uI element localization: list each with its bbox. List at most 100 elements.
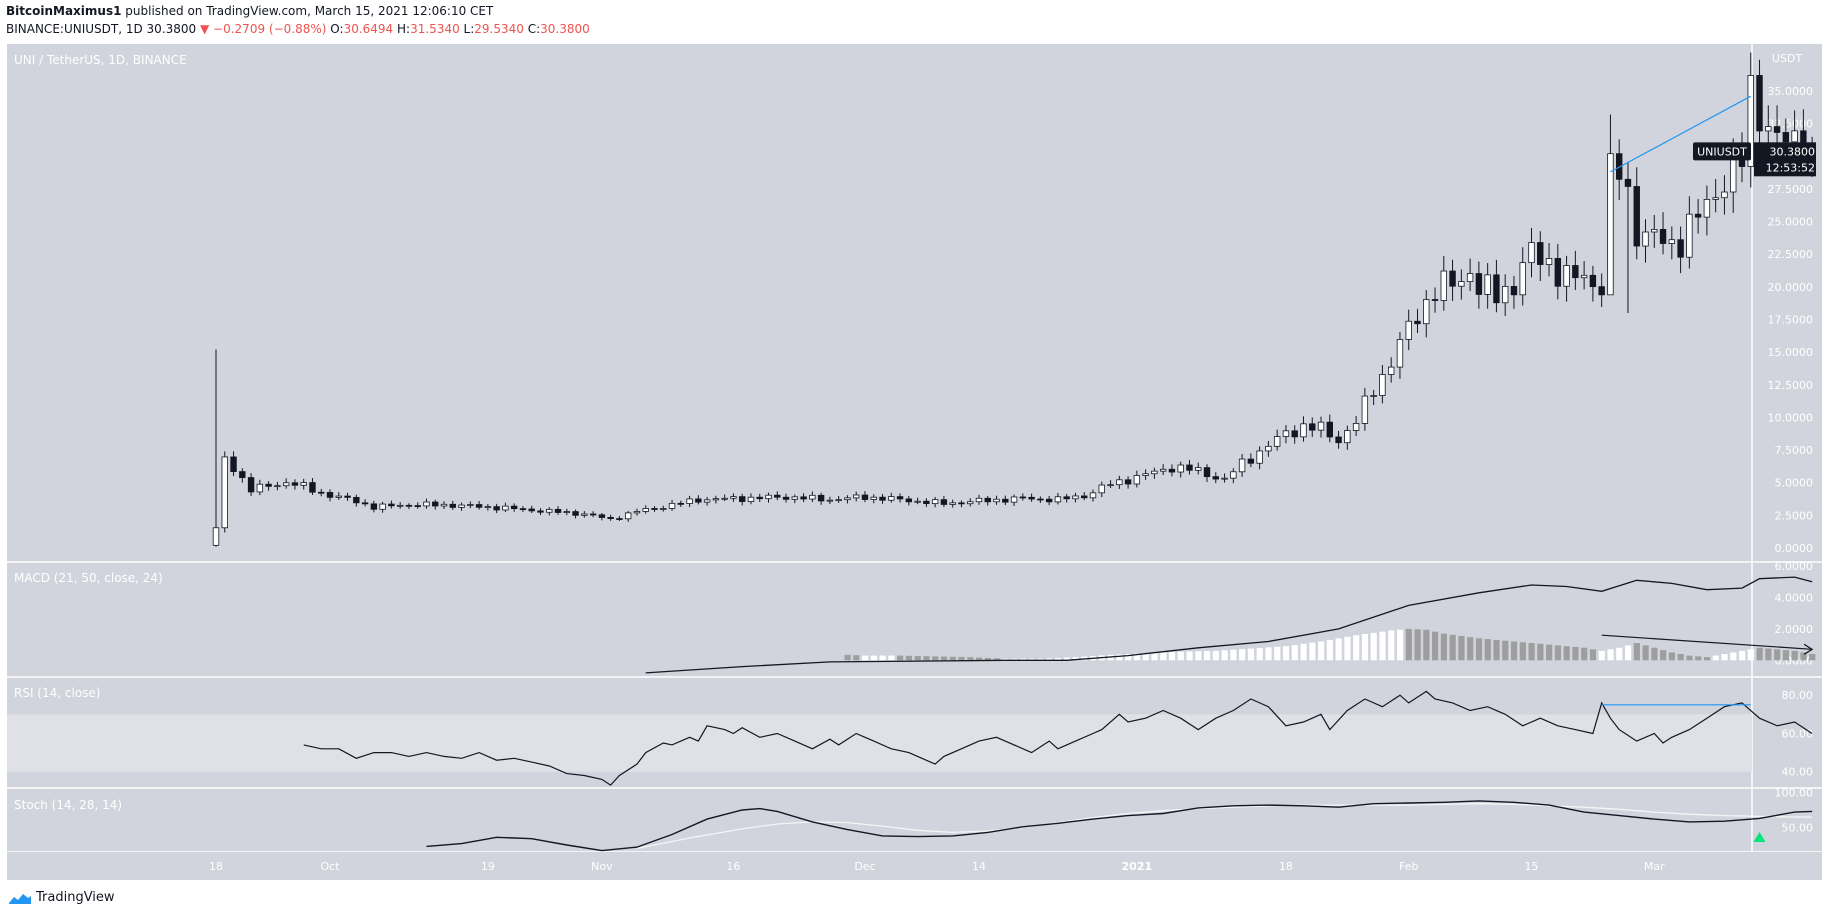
- candle-body: [396, 504, 404, 507]
- price-tick-13: 2.5000: [1775, 509, 1814, 522]
- candle-body: [1458, 281, 1465, 287]
- candle-body: [879, 496, 886, 501]
- candle-body: [475, 504, 483, 508]
- macd-bar: [923, 656, 930, 661]
- candle-body: [405, 504, 413, 507]
- candle-body: [230, 456, 237, 472]
- macd-bar: [1546, 644, 1553, 661]
- price-tick-11: 7.5000: [1775, 444, 1814, 457]
- stoch-up-triangle: [1753, 832, 1766, 842]
- candle-body: [1765, 126, 1772, 132]
- candle-body: [598, 514, 606, 518]
- macd-bar: [1423, 629, 1430, 661]
- macd-bar: [1809, 654, 1816, 661]
- candle-body: [1019, 496, 1027, 499]
- last-price: 30.3800: [146, 22, 197, 36]
- candle-body: [318, 491, 325, 494]
- open-value: 30.6494: [343, 22, 394, 36]
- candle-body: [633, 511, 641, 514]
- candle-body: [554, 508, 562, 513]
- ohlc-line: BINANCE:UNIUSDT, 1D 30.3800 ▼ −0.2709 (−…: [6, 22, 590, 36]
- rsi-tick-1: 60.00: [1782, 727, 1814, 740]
- candle-body: [326, 492, 334, 498]
- candle-body: [1703, 199, 1711, 218]
- macd-bar: [1344, 636, 1351, 661]
- candle-body: [826, 499, 834, 502]
- macd-bar: [958, 656, 965, 661]
- candle-body: [221, 456, 228, 529]
- macd-bar: [1554, 645, 1562, 661]
- candle-body: [1054, 496, 1062, 503]
- candles: [212, 52, 1816, 547]
- candle-body: [1081, 495, 1088, 499]
- candle-body: [1273, 436, 1281, 447]
- macd-bar: [1177, 651, 1184, 661]
- macd-bar: [967, 657, 974, 661]
- tradingview-footer[interactable]: TradingView: [8, 890, 115, 905]
- macd-tick-0: 6.0000: [1775, 560, 1814, 573]
- candle-body: [782, 496, 790, 500]
- candle-body: [1484, 274, 1491, 295]
- candle-body: [1045, 498, 1053, 503]
- macd-bar: [1589, 649, 1597, 661]
- candle-body: [940, 499, 948, 505]
- candle-body: [642, 508, 649, 512]
- low-label: L:: [463, 22, 475, 36]
- macd-bar: [897, 655, 904, 661]
- high-label: H:: [397, 22, 411, 36]
- candle-body: [274, 485, 281, 488]
- candle-body: [414, 505, 421, 507]
- candle-body: [607, 517, 614, 519]
- time-tick-8: 18: [1279, 860, 1293, 873]
- macd-bar: [1168, 652, 1176, 661]
- candle-body: [668, 502, 676, 509]
- candle-body: [1537, 242, 1544, 265]
- macd-bar: [1458, 635, 1465, 661]
- time-tick-4: 16: [726, 860, 740, 873]
- candle-body: [1133, 475, 1141, 485]
- macd-bar: [1528, 643, 1535, 661]
- candle-body: [1291, 430, 1298, 438]
- candle-body: [660, 508, 667, 510]
- author-name[interactable]: BitcoinMaximus1: [6, 4, 122, 18]
- candle-body: [1344, 430, 1351, 444]
- candle-body: [1519, 262, 1526, 296]
- macd-bar: [1519, 642, 1526, 661]
- candle-body: [1335, 436, 1342, 444]
- tradingview-logo-icon: [9, 893, 31, 904]
- candle-body: [458, 504, 465, 508]
- time-tick-5: Dec: [854, 860, 875, 873]
- candle-body: [616, 518, 623, 520]
- candle-body: [1037, 498, 1044, 501]
- price-tick-14: 0.0000: [1775, 542, 1814, 555]
- macd-bar: [1326, 639, 1333, 661]
- candle-body: [1747, 75, 1754, 167]
- macd-bar: [1484, 639, 1491, 661]
- candle-body: [747, 496, 755, 502]
- macd-bar: [1782, 650, 1790, 661]
- macd-bar: [1239, 649, 1246, 661]
- candle-body: [247, 477, 255, 493]
- macd-bar: [870, 655, 877, 661]
- candle-body: [1686, 213, 1693, 258]
- macd-bar: [1668, 652, 1676, 661]
- candle-body: [1265, 445, 1272, 452]
- candle-body: [484, 506, 492, 509]
- macd-bar: [1195, 651, 1202, 661]
- candle-body: [1142, 473, 1149, 476]
- time-tick-2: 19: [481, 860, 495, 873]
- candle-body: [1177, 464, 1184, 473]
- candle-body: [1317, 421, 1325, 431]
- candle-body: [931, 499, 939, 505]
- macd-tick-2: 2.0000: [1775, 623, 1814, 636]
- macd-bar: [1204, 651, 1211, 661]
- macd-bar: [1721, 654, 1728, 661]
- macd-bar: [1493, 639, 1500, 661]
- price-tick-5: 22.5000: [1768, 248, 1814, 261]
- candle-body: [809, 494, 816, 500]
- candle-body: [1580, 274, 1588, 279]
- macd-bar: [1028, 658, 1035, 661]
- macd-bar: [879, 655, 886, 661]
- candle-body: [844, 497, 851, 501]
